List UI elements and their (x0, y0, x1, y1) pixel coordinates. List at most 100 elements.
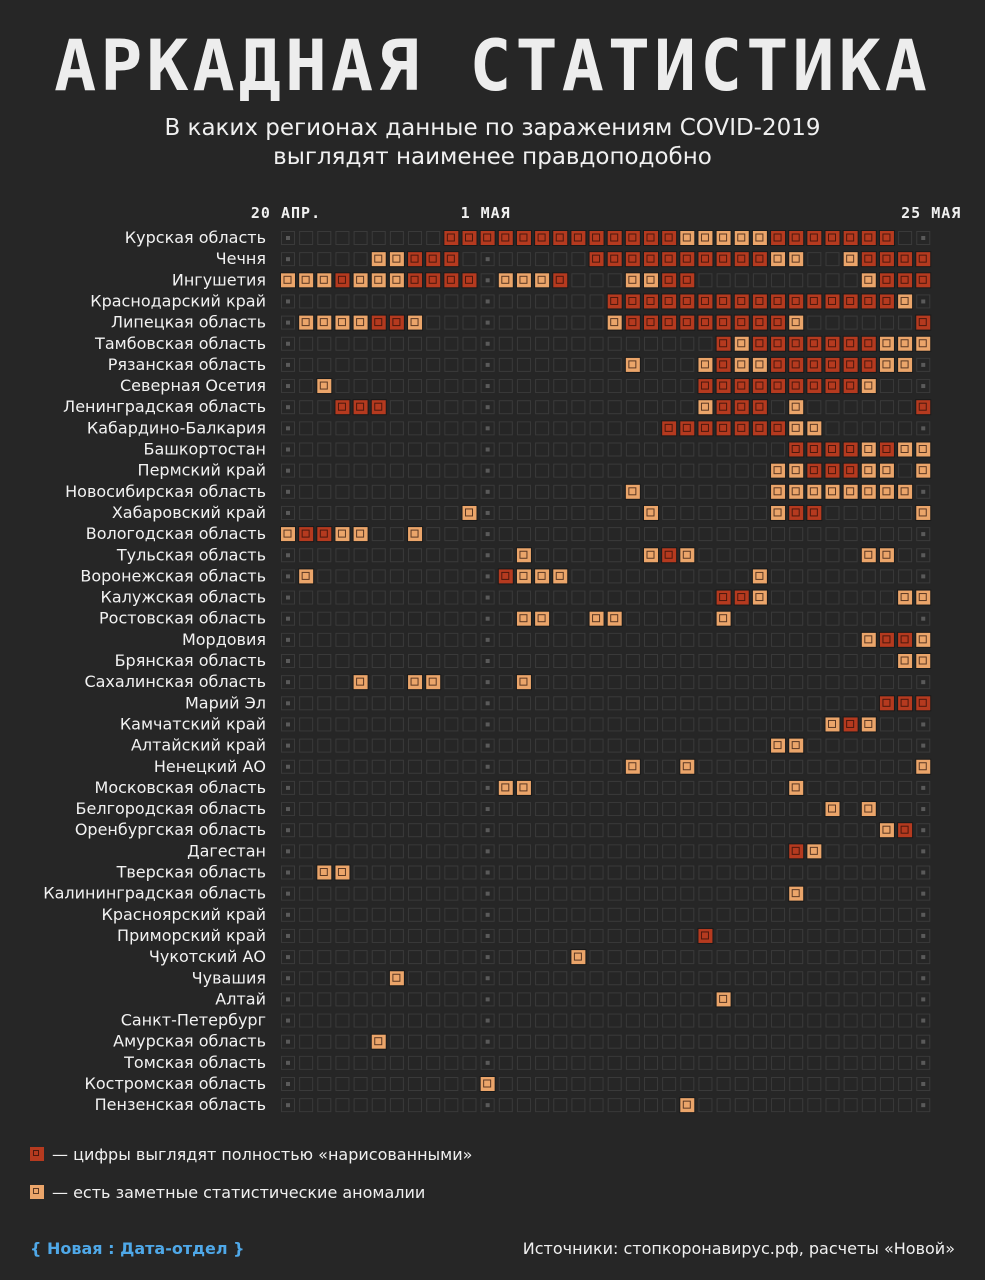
tick-marker (921, 384, 926, 389)
cell-empty (589, 442, 604, 457)
cell-empty (698, 675, 713, 690)
cell-empty (571, 336, 586, 351)
cell-empty (589, 802, 604, 817)
cell-empty (335, 379, 350, 394)
cell-empty (625, 463, 640, 478)
cell-empty (426, 823, 441, 838)
cell-empty (516, 505, 531, 520)
cell-empty (535, 738, 550, 753)
cell-empty (752, 675, 767, 690)
cell-empty (589, 950, 604, 965)
cell-empty (789, 971, 804, 986)
row-label: Кабардино-Балкария (87, 418, 266, 437)
tick-marker (921, 912, 926, 917)
cell-empty (480, 1013, 495, 1028)
cell-anomaly (915, 441, 932, 458)
row-label: Алтай (215, 989, 266, 1008)
cell-empty (498, 336, 513, 351)
cell-empty (698, 273, 713, 288)
cell-empty (553, 611, 568, 626)
cell-empty (607, 696, 622, 711)
row-label: Тульская область (116, 545, 266, 564)
legend-label-red: — цифры выглядят полностью «нарисованным… (52, 1144, 473, 1164)
cell-empty (825, 759, 840, 774)
cell-empty (589, 886, 604, 901)
cell-empty (789, 1098, 804, 1113)
cell-fabricated (643, 230, 659, 246)
cell-empty (752, 1077, 767, 1091)
cell-empty (916, 1098, 931, 1113)
cell-empty (317, 802, 332, 817)
cell-empty (571, 252, 586, 267)
cell-empty (335, 357, 350, 372)
cell-empty (698, 654, 713, 668)
cell-empty (771, 844, 786, 859)
cell-empty (408, 1055, 423, 1070)
cell-empty (898, 1077, 913, 1091)
cell-anomaly (679, 230, 696, 246)
cell-empty (389, 759, 404, 774)
cell-empty (662, 505, 677, 520)
cell-empty (480, 971, 495, 986)
cell-anomaly (860, 378, 877, 395)
cell-empty (879, 759, 894, 774)
cell-empty (444, 548, 459, 563)
cell-empty (825, 421, 840, 436)
cell-empty (807, 802, 822, 817)
row-label: Ленинградская область (63, 397, 266, 416)
cell-empty (771, 992, 786, 1007)
cell-empty (426, 315, 441, 330)
cell-fabricated (661, 230, 678, 246)
cell-empty (843, 1034, 858, 1049)
cell-empty (426, 442, 441, 457)
cell-fabricated (860, 230, 877, 246)
cell-empty (734, 844, 749, 859)
cell-fabricated (715, 293, 732, 310)
cell-empty (444, 823, 459, 838)
cell-empty (789, 823, 804, 838)
cell-empty (607, 400, 622, 415)
cell-empty (353, 928, 368, 943)
cell-empty (771, 1077, 786, 1091)
cell-empty (698, 442, 713, 457)
cell-anomaly (624, 758, 641, 775)
cell-fabricated (788, 378, 805, 395)
cell-empty (444, 886, 459, 901)
cell-empty (389, 463, 404, 478)
cell-empty (571, 442, 586, 457)
cell-empty (299, 717, 314, 732)
tick-marker (286, 362, 290, 367)
tick-marker (286, 828, 290, 833)
cell-empty (335, 1055, 350, 1070)
cell-empty (879, 717, 894, 732)
cell-empty (644, 844, 658, 859)
cell-empty (589, 379, 604, 394)
cell-fabricated (842, 716, 859, 733)
cell-empty (553, 463, 568, 478)
cell-empty (861, 1098, 876, 1113)
cell-empty (734, 675, 749, 690)
tick-marker (286, 680, 290, 685)
cell-fabricated (824, 462, 841, 479)
cell-empty (861, 1055, 876, 1070)
cell-empty (916, 611, 931, 626)
cell-empty (698, 548, 713, 563)
cell-empty (535, 1013, 550, 1028)
tick-marker (921, 849, 926, 854)
cell-empty (408, 231, 423, 245)
cell-anomaly (606, 314, 623, 331)
cell-empty (898, 231, 913, 245)
cell-empty (644, 738, 658, 753)
cell-empty (426, 400, 441, 415)
cell-empty (408, 654, 423, 668)
subtitle-line-1: В каких регионах данные по заражениям CO… (164, 115, 821, 141)
cell-anomaly (697, 399, 714, 416)
cell-empty (353, 442, 368, 457)
cell-empty (444, 907, 459, 922)
cell-empty (426, 1098, 441, 1113)
cell-empty (789, 717, 804, 732)
cell-empty (861, 505, 876, 520)
cell-empty (426, 717, 441, 732)
cell-empty (444, 865, 459, 880)
cell-empty (625, 527, 640, 542)
